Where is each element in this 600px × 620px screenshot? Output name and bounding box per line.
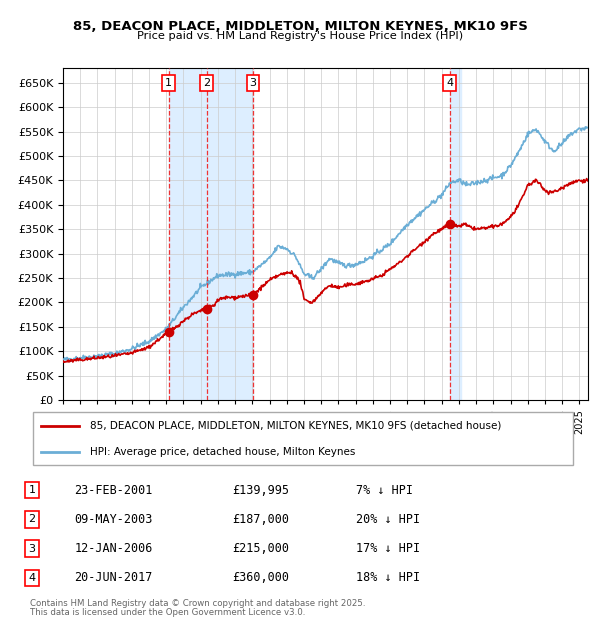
FancyBboxPatch shape xyxy=(33,412,573,465)
Text: 1: 1 xyxy=(165,78,172,88)
Text: 1: 1 xyxy=(29,485,35,495)
Text: 3: 3 xyxy=(29,544,35,554)
Text: 3: 3 xyxy=(250,78,256,88)
Text: 20% ↓ HPI: 20% ↓ HPI xyxy=(356,513,421,526)
Text: £187,000: £187,000 xyxy=(232,513,289,526)
Text: 12-JAN-2006: 12-JAN-2006 xyxy=(74,542,153,555)
Text: Contains HM Land Registry data © Crown copyright and database right 2025.: Contains HM Land Registry data © Crown c… xyxy=(30,600,365,608)
Text: £139,995: £139,995 xyxy=(232,484,289,497)
Text: 7% ↓ HPI: 7% ↓ HPI xyxy=(356,484,413,497)
Text: 85, DEACON PLACE, MIDDLETON, MILTON KEYNES, MK10 9FS (detached house): 85, DEACON PLACE, MIDDLETON, MILTON KEYN… xyxy=(90,421,502,431)
Text: 2: 2 xyxy=(29,515,35,525)
Bar xyxy=(450,68,461,400)
Text: 2: 2 xyxy=(203,78,210,88)
Text: 18% ↓ HPI: 18% ↓ HPI xyxy=(356,571,421,584)
Text: 20-JUN-2017: 20-JUN-2017 xyxy=(74,571,153,584)
Text: 4: 4 xyxy=(446,78,454,88)
Text: £360,000: £360,000 xyxy=(232,571,289,584)
Text: This data is licensed under the Open Government Licence v3.0.: This data is licensed under the Open Gov… xyxy=(30,608,305,617)
Text: £215,000: £215,000 xyxy=(232,542,289,555)
Text: 17% ↓ HPI: 17% ↓ HPI xyxy=(356,542,421,555)
Bar xyxy=(169,68,253,400)
Text: 09-MAY-2003: 09-MAY-2003 xyxy=(74,513,153,526)
Text: 85, DEACON PLACE, MIDDLETON, MILTON KEYNES, MK10 9FS: 85, DEACON PLACE, MIDDLETON, MILTON KEYN… xyxy=(73,20,527,33)
Text: 4: 4 xyxy=(29,573,35,583)
Text: Price paid vs. HM Land Registry's House Price Index (HPI): Price paid vs. HM Land Registry's House … xyxy=(137,31,463,41)
Text: 23-FEB-2001: 23-FEB-2001 xyxy=(74,484,153,497)
Text: HPI: Average price, detached house, Milton Keynes: HPI: Average price, detached house, Milt… xyxy=(90,446,355,456)
